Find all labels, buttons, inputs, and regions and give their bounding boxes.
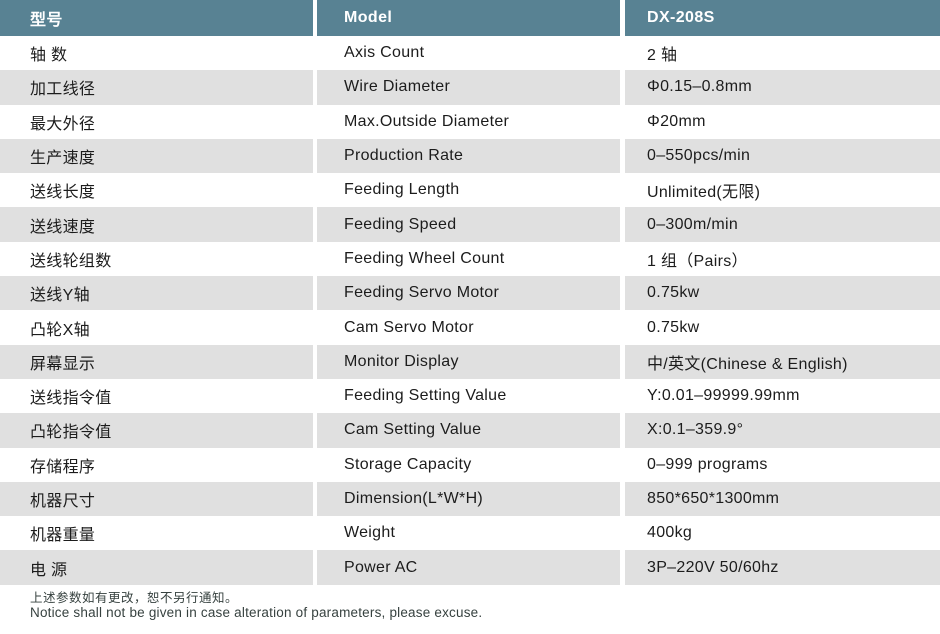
row-label-cn: 加工线径 — [0, 70, 317, 105]
header-label-cn: 型号 — [0, 0, 317, 36]
row-label-en: Production Rate — [317, 138, 625, 174]
row-label-en: Monitor Display — [317, 344, 625, 379]
row-label-cn: 机器尺寸 — [0, 481, 317, 517]
row-label-cn: 送线Y轴 — [0, 276, 317, 311]
row-label-cn: 送线轮组数 — [0, 241, 317, 277]
row-value: 3P–220V 50/60hz — [625, 550, 940, 585]
row-value: 2 轴 — [625, 36, 940, 71]
footer-notice: 上述参数如有更改，恕不另行通知。 Notice shall not be giv… — [0, 585, 940, 620]
row-label-en: Storage Capacity — [317, 447, 625, 482]
row-value: Unlimited(无限) — [625, 173, 940, 208]
row-label-en: Wire Diameter — [317, 70, 625, 105]
header-model-value: DX-208S — [625, 0, 940, 36]
row-label-en: Axis Count — [317, 36, 625, 71]
table-row: 凸轮指令值 Cam Setting Value X:0.1–359.9° — [0, 413, 940, 448]
table-row: 送线速度 Feeding Speed 0–300m/min — [0, 207, 940, 242]
row-label-cn: 机器重量 — [0, 516, 317, 551]
table-row: 送线Y轴 Feeding Servo Motor 0.75kw — [0, 276, 940, 311]
row-label-en: Weight — [317, 516, 625, 551]
footer-notice-cn: 上述参数如有更改，恕不另行通知。 — [30, 590, 239, 605]
footer-notice-en: Notice shall not be given in case altera… — [30, 604, 483, 620]
header-label-en: Model — [317, 0, 625, 36]
row-value: X:0.1–359.9° — [625, 413, 940, 448]
row-label-en: Power AC — [317, 550, 625, 585]
table-row: 最大外径 Max.Outside Diameter Φ20mm — [0, 104, 940, 139]
table-row: 送线轮组数 Feeding Wheel Count 1 组（Pairs） — [0, 241, 940, 277]
row-value: 850*650*1300mm — [625, 481, 940, 517]
row-label-cn: 电 源 — [0, 550, 317, 585]
row-value: 0–999 programs — [625, 447, 940, 482]
row-label-en: Feeding Setting Value — [317, 378, 625, 414]
table-row: 生产速度 Production Rate 0–550pcs/min — [0, 138, 940, 174]
row-value: 中/英文(Chinese & English) — [625, 344, 940, 379]
row-value: 0–300m/min — [625, 207, 940, 242]
row-label-en: Feeding Servo Motor — [317, 276, 625, 311]
table-row: 送线指令值 Feeding Setting Value Y:0.01–99999… — [0, 378, 940, 414]
row-value: 0.75kw — [625, 276, 940, 311]
table-row: 送线长度 Feeding Length Unlimited(无限) — [0, 173, 940, 208]
row-label-cn: 凸轮X轴 — [0, 310, 317, 345]
row-label-en: Feeding Length — [317, 173, 625, 208]
row-label-cn: 送线速度 — [0, 207, 317, 242]
row-value: Y:0.01–99999.99mm — [625, 378, 940, 414]
table-body: 轴 数 Axis Count 2 轴 加工线径 Wire Diameter Φ0… — [0, 36, 940, 585]
row-label-cn: 生产速度 — [0, 138, 317, 174]
table-row: 凸轮X轴 Cam Servo Motor 0.75kw — [0, 310, 940, 345]
row-label-cn: 轴 数 — [0, 36, 317, 71]
row-value: Φ0.15–0.8mm — [625, 70, 940, 105]
row-label-cn: 最大外径 — [0, 104, 317, 139]
table-row: 轴 数 Axis Count 2 轴 — [0, 36, 940, 71]
table-row: 电 源 Power AC 3P–220V 50/60hz — [0, 550, 940, 585]
row-label-en: Max.Outside Diameter — [317, 104, 625, 139]
row-label-en: Feeding Speed — [317, 207, 625, 242]
spec-table: 型号 Model DX-208S 轴 数 Axis Count 2 轴 加工线径… — [0, 0, 940, 620]
row-label-cn: 送线长度 — [0, 173, 317, 208]
row-value: 1 组（Pairs） — [625, 241, 940, 277]
row-value: 0.75kw — [625, 310, 940, 345]
row-label-en: Dimension(L*W*H) — [317, 481, 625, 517]
row-label-cn: 存储程序 — [0, 447, 317, 482]
row-label-cn: 送线指令值 — [0, 378, 317, 414]
table-header-row: 型号 Model DX-208S — [0, 0, 940, 36]
row-value: 400kg — [625, 516, 940, 551]
row-label-cn: 凸轮指令值 — [0, 413, 317, 448]
row-label-en: Feeding Wheel Count — [317, 241, 625, 277]
row-value: Φ20mm — [625, 104, 940, 139]
table-row: 存储程序 Storage Capacity 0–999 programs — [0, 447, 940, 482]
table-row: 机器重量 Weight 400kg — [0, 516, 940, 551]
row-value: 0–550pcs/min — [625, 138, 940, 174]
table-row: 机器尺寸 Dimension(L*W*H) 850*650*1300mm — [0, 481, 940, 517]
row-label-en: Cam Setting Value — [317, 413, 625, 448]
row-label-en: Cam Servo Motor — [317, 310, 625, 345]
row-label-cn: 屏幕显示 — [0, 344, 317, 379]
table-row: 屏幕显示 Monitor Display 中/英文(Chinese & Engl… — [0, 344, 940, 379]
table-row: 加工线径 Wire Diameter Φ0.15–0.8mm — [0, 70, 940, 105]
